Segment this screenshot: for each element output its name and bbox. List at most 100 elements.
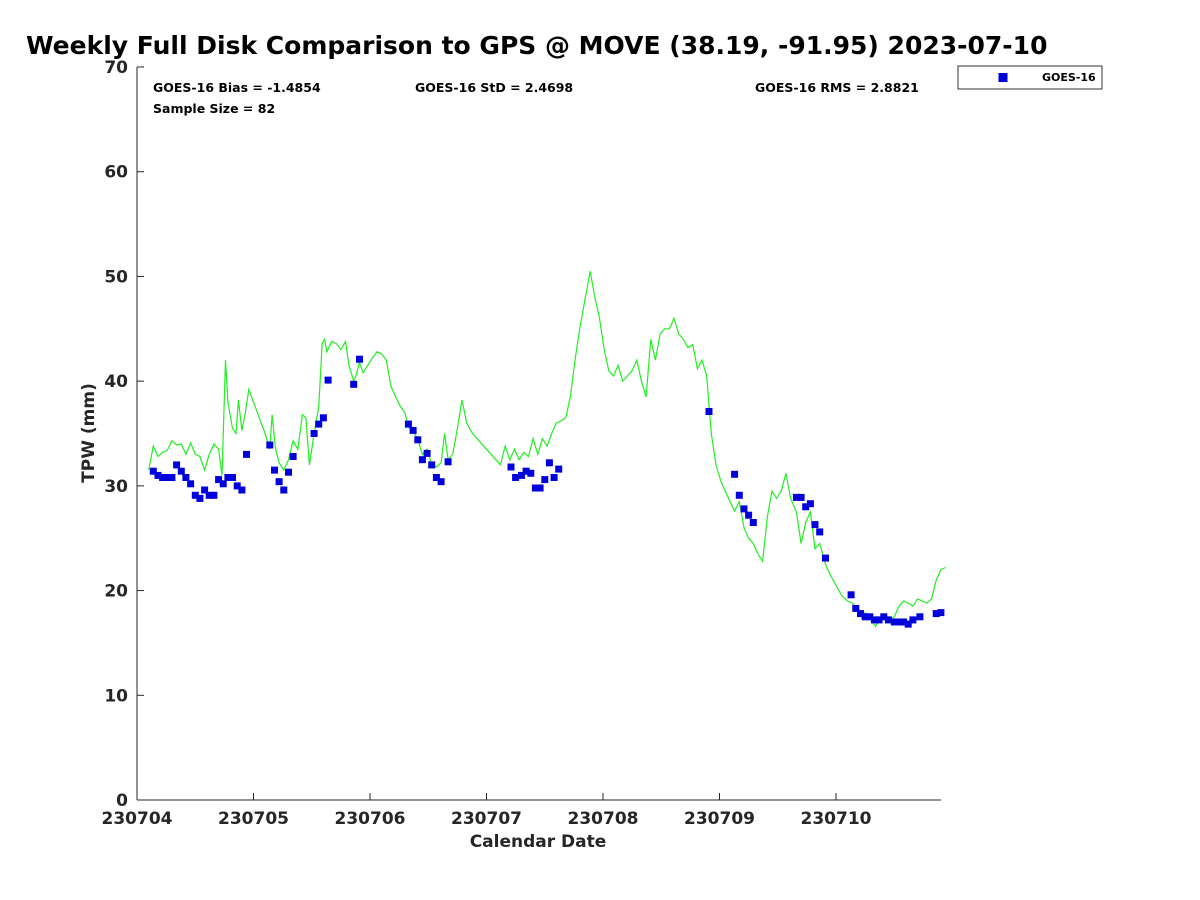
data-point (822, 554, 829, 562)
legend: GOES-16 (957, 65, 1103, 90)
data-point (522, 467, 530, 475)
x-tick-label: 230706 (335, 809, 406, 829)
data-point (745, 511, 753, 519)
data-point (280, 486, 288, 494)
data-point (315, 420, 323, 428)
data-point (880, 613, 888, 621)
data-point (852, 604, 860, 612)
data-point (797, 493, 805, 501)
data-point (177, 467, 185, 475)
y-axis-label: TPW (mm) (79, 383, 99, 483)
data-point (861, 613, 869, 621)
plot-area: 0 10 20 30 40 50 60 70 230704 230705 230706 230707 2… (102, 58, 946, 829)
data-point (792, 493, 800, 501)
x-tick-label: 230707 (451, 809, 522, 829)
data-point (731, 470, 739, 478)
rms-stat: GOES-16 RMS = 2.8821 (755, 80, 919, 95)
data-point (875, 616, 883, 624)
data-point (811, 521, 819, 529)
data-point (215, 476, 223, 484)
x-tick-label: 230704 (102, 809, 173, 829)
y-tick-label: 60 (104, 163, 128, 183)
bias-stat: GOES-16 Bias = -1.4854 (153, 80, 321, 95)
x-tick-label: 230709 (684, 809, 755, 829)
data-point (196, 494, 204, 502)
series-line (148, 271, 946, 628)
data-point (507, 463, 515, 471)
y-tick-label: 30 (104, 477, 128, 497)
data-point (550, 474, 558, 481)
data-point (545, 459, 553, 467)
data-point (418, 456, 426, 464)
data-point (802, 503, 810, 511)
data-point (895, 618, 903, 626)
data-point (916, 613, 924, 621)
data-point (285, 468, 292, 476)
data-point (356, 355, 363, 363)
data-point (816, 528, 824, 536)
data-point (319, 414, 327, 422)
data-point (191, 491, 199, 499)
data-point (909, 616, 917, 624)
data-point (512, 474, 520, 481)
data-point (168, 474, 176, 481)
data-point (210, 491, 218, 499)
data-point (890, 618, 898, 626)
legend-marker (998, 73, 1008, 82)
data-point (932, 610, 940, 618)
data-point (289, 453, 297, 460)
data-point (432, 474, 440, 481)
data-point (884, 616, 892, 624)
data-point (937, 609, 945, 617)
data-point (904, 620, 912, 628)
data-point (536, 484, 544, 492)
data-point (243, 450, 250, 458)
data-point (705, 408, 713, 415)
data-point (749, 519, 757, 526)
data-point (350, 380, 358, 388)
data-point (182, 474, 190, 481)
data-point (275, 478, 283, 486)
legend-box (957, 65, 1103, 90)
y-tick-label: 40 (104, 372, 128, 392)
data-point (404, 420, 412, 428)
data-point (149, 467, 157, 475)
data-point (531, 484, 539, 492)
data-point (444, 458, 452, 466)
y-tick-label: 0 (116, 791, 128, 811)
x-tick-label: 230708 (568, 809, 639, 829)
data-point (857, 610, 864, 618)
data-point (409, 426, 417, 434)
data-point (414, 436, 422, 444)
std-stat: GOES-16 StD = 2.4698 (415, 80, 573, 95)
legend-label: GOES-16 (1042, 71, 1096, 84)
data-point (428, 461, 436, 469)
data-point (163, 474, 171, 481)
data-point (866, 613, 874, 621)
data-point (238, 486, 246, 494)
data-point (900, 618, 908, 626)
data-point (219, 480, 227, 488)
data-point (870, 616, 878, 624)
data-point (266, 441, 274, 449)
data-point (518, 471, 525, 479)
y-tick-label: 20 (104, 582, 128, 602)
data-point (423, 449, 431, 457)
data-point (555, 465, 563, 473)
data-point (159, 474, 167, 481)
data-point (437, 478, 445, 486)
data-point (735, 491, 743, 499)
y-tick-label: 70 (104, 58, 128, 78)
x-tick-label: 230705 (218, 809, 289, 829)
chart-title: Weekly Full Disk Comparison to GPS @ MOV… (26, 31, 1047, 60)
data-point (847, 591, 855, 599)
data-point (205, 491, 213, 499)
data-point (154, 471, 162, 479)
data-point (740, 505, 748, 513)
data-point (187, 480, 195, 488)
x-tick-label: 230710 (801, 809, 872, 829)
data-point (271, 466, 278, 474)
data-point (527, 469, 535, 477)
data-point (233, 482, 241, 490)
